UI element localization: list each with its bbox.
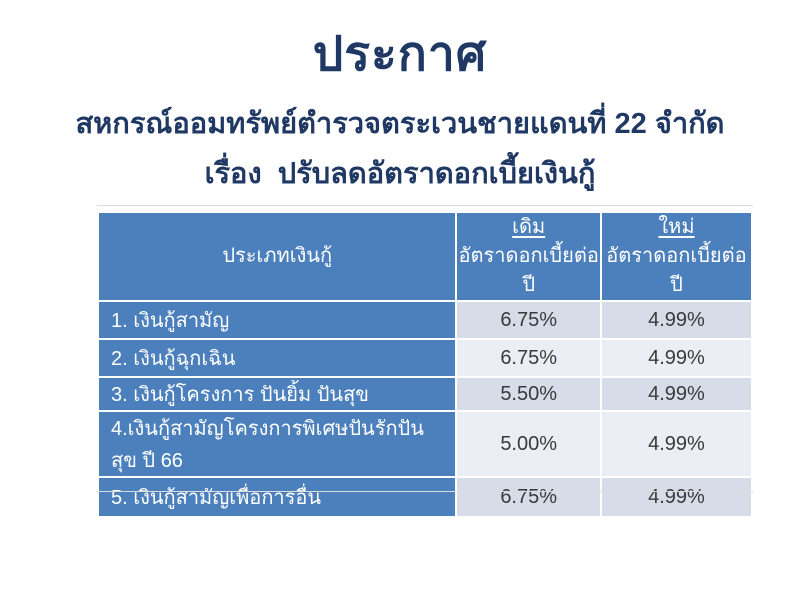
old-rate-header: เดิม อัตราดอกเบี้ยต่อปี [457, 213, 600, 300]
table-row: 3. เงินกู้โครงการ ปันยิ้ม ปันสุข 5.50% 4.9… [99, 378, 751, 410]
table-header: ประเภทเงินกู้ เดิม อัตราดอกเบี้ยต่อปี ให… [99, 213, 751, 300]
new-rate-cell: 4.99% [601, 378, 751, 410]
loan-type-cell: 5. เงินกู้สามัญเพื่อการอื่น [99, 478, 456, 516]
new-rate-cell: 4.99% [601, 340, 751, 376]
table-row: 2. เงินกู้ฉุกเฉิน 6.75% 4.99% [99, 340, 751, 376]
old-rate-cell: 5.00% [457, 412, 600, 476]
organization-name: สหกรณ์ออมทรัพย์ตำรวจตระเวนชายแดนที่ 22 จ… [75, 108, 725, 140]
rates-table-body: 1. เงินกู้สามัญ 6.75% 4.99% 2. เงินกู้ฉุกเฉ… [99, 302, 751, 516]
new-rate-cell: 4.99% [601, 478, 751, 516]
header-row: ประเภทเงินกู้ เดิม อัตราดอกเบี้ยต่อปี ให… [99, 213, 751, 300]
table-bottom-hairline [97, 491, 753, 492]
old-rate-cell: 5.50% [457, 378, 600, 410]
loan-rates-table: ประเภทเงินกู้ เดิม อัตราดอกเบี้ยต่อปี ให… [97, 211, 753, 518]
new-rate-cell: 4.99% [601, 412, 751, 476]
new-rate-header-top: ใหม่ [658, 216, 695, 238]
subject-line: เรื่อง ปรับลดอัตราดอกเบี้ยเงินกู้ [204, 158, 596, 190]
table-row: 1. เงินกู้สามัญ 6.75% 4.99% [99, 302, 751, 338]
table-top-hairline [97, 205, 753, 206]
page-title: ประกาศ [312, 28, 488, 81]
loan-type-cell: 4.เงินกู้สามัญโครงการพิเศษปันรักปันสุข ป… [99, 412, 456, 476]
loan-type-header: ประเภทเงินกู้ [99, 213, 456, 300]
loan-type-cell: 3. เงินกู้โครงการ ปันยิ้ม ปันสุข [99, 378, 456, 410]
old-rate-cell: 6.75% [457, 340, 600, 376]
new-rate-header: ใหม่ อัตราดอกเบี้ยต่อปี [601, 213, 751, 300]
loan-type-header-label: ประเภทเงินกู้ [222, 245, 333, 267]
loan-type-cell: 2. เงินกู้ฉุกเฉิน [99, 340, 456, 376]
old-rate-cell: 6.75% [457, 478, 600, 516]
table-row: 4.เงินกู้สามัญโครงการพิเศษปันรักปันสุข ป… [99, 412, 751, 476]
new-rate-header-bottom: อัตราดอกเบี้ยต่อปี [606, 245, 747, 296]
new-rate-cell: 4.99% [601, 302, 751, 338]
loan-type-cell: 1. เงินกู้สามัญ [99, 302, 456, 338]
old-rate-header-top: เดิม [512, 216, 546, 238]
table-row: 5. เงินกู้สามัญเพื่อการอื่น 6.75% 4.99% [99, 478, 751, 516]
old-rate-header-bottom: อัตราดอกเบี้ยต่อปี [458, 245, 599, 296]
old-rate-cell: 6.75% [457, 302, 600, 338]
